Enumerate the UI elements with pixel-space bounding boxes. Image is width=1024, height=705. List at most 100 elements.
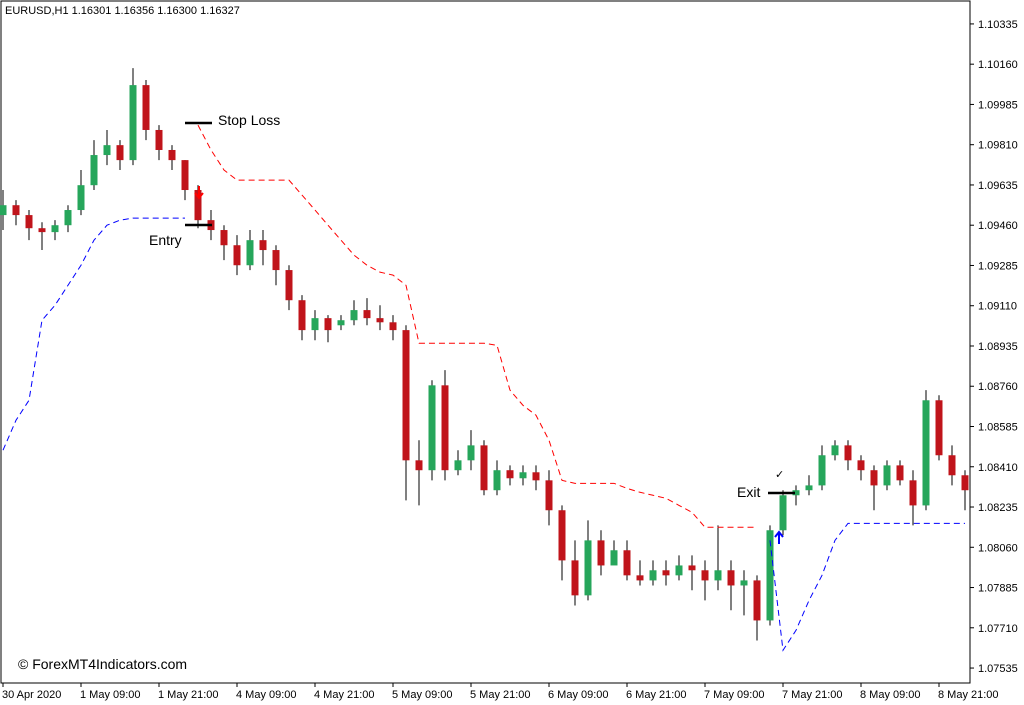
candle-body [571,560,579,596]
candle-body [727,570,735,586]
y-tick-label: 1.09285 [978,260,1018,272]
y-tick-label: 1.08060 [978,542,1018,554]
candle-body [441,385,449,471]
entry-label: Entry [149,232,182,248]
y-tick-label: 1.07535 [978,663,1018,675]
y-tick-label: 1.09985 [978,99,1018,111]
candle-body [844,445,852,461]
x-tick-label: 7 May 09:00 [704,689,765,701]
candle-body [493,470,501,491]
check-mark: ✓ [775,469,784,481]
y-tick-label: 1.09810 [978,140,1018,152]
candle-body [415,460,423,471]
watermark: © ForexMT4Indicators.com [18,656,187,672]
x-tick-label: 4 May 21:00 [314,689,375,701]
indicator-line [197,124,757,528]
candle-body [168,149,176,161]
candle-body [402,330,410,461]
buy-arrow [774,530,784,544]
candle-body [610,550,618,566]
candle-body [649,570,657,581]
x-tick-label: 6 May 09:00 [548,689,609,701]
candle-body [662,570,670,576]
candle-body [194,190,202,221]
candle-body [51,225,59,233]
x-tick-label: 8 May 21:00 [938,689,999,701]
sell-arrow [194,186,204,200]
candle-body [558,510,566,561]
candle-body [103,145,111,156]
candle-body [506,470,514,479]
candle-body [779,495,787,531]
candle-body [350,310,358,321]
plot-frame [0,0,971,684]
y-tick-label: 1.08410 [978,462,1018,474]
candle-body [181,160,189,191]
candle-body [597,540,605,566]
x-tick-label: 6 May 21:00 [626,689,687,701]
candle-body [675,565,683,576]
candle-body [324,318,332,331]
candle-body [883,465,891,486]
candle-body [922,400,930,506]
candle-body [272,250,280,271]
candle-body [285,270,293,301]
candle-body [298,300,306,331]
candle-body [0,205,7,216]
candle-body [714,570,722,581]
y-tick-label: 1.08760 [978,381,1018,393]
candle-body [467,445,475,461]
y-tick-label: 1.07710 [978,623,1018,635]
y-tick-label: 1.08585 [978,422,1018,434]
candle-body [220,230,228,246]
candle-body [116,145,124,161]
candle-body [246,240,254,266]
candle-body [805,485,813,491]
candle-body [376,318,384,323]
candle-body [584,540,592,596]
x-tick-label: 1 May 09:00 [80,689,141,701]
candle-body [77,185,85,211]
candle-body [935,400,943,456]
candle-body [740,580,748,586]
candle-body [311,318,319,331]
y-tick-label: 1.09635 [978,180,1018,192]
candle-body [363,310,371,319]
candle-body [233,245,241,266]
candle-body [545,480,553,511]
candle-body [155,129,163,150]
y-tick-label: 1.07885 [978,583,1018,595]
candle-body [389,322,397,331]
x-tick-label: 30 Apr 2020 [2,689,61,701]
x-tick-label: 1 May 21:00 [158,689,219,701]
candle-body [337,320,345,326]
indicator-line [2,217,965,652]
candle-body [818,455,826,486]
candle-body [12,205,20,216]
candle-body [766,530,774,621]
y-tick-label: 1.08235 [978,502,1018,514]
candle-body [857,460,865,471]
candle-body [480,445,488,491]
candle-body [948,455,956,476]
chart-title: EURUSD,H1 1.16301 1.16356 1.16300 1.1632… [5,5,240,17]
exit-label: Exit [737,484,760,500]
candle-body [701,570,709,581]
x-tick-label: 5 May 09:00 [392,689,453,701]
candle-body [142,85,150,130]
candle-body [623,550,631,576]
candle-body [532,472,540,481]
x-tick-label: 5 May 21:00 [470,689,531,701]
plot [0,68,969,652]
candle-body [90,155,98,186]
x-tick-label: 8 May 09:00 [860,689,921,701]
y-tick-label: 1.10160 [978,59,1018,71]
y-tick-label: 1.08935 [978,341,1018,353]
candle-body [753,580,761,621]
y-tick-label: 1.09460 [978,220,1018,232]
candle-body [909,480,917,506]
candle-body [25,215,33,229]
stop-loss-label: Stop Loss [218,112,280,128]
x-tick-label: 4 May 09:00 [236,689,297,701]
